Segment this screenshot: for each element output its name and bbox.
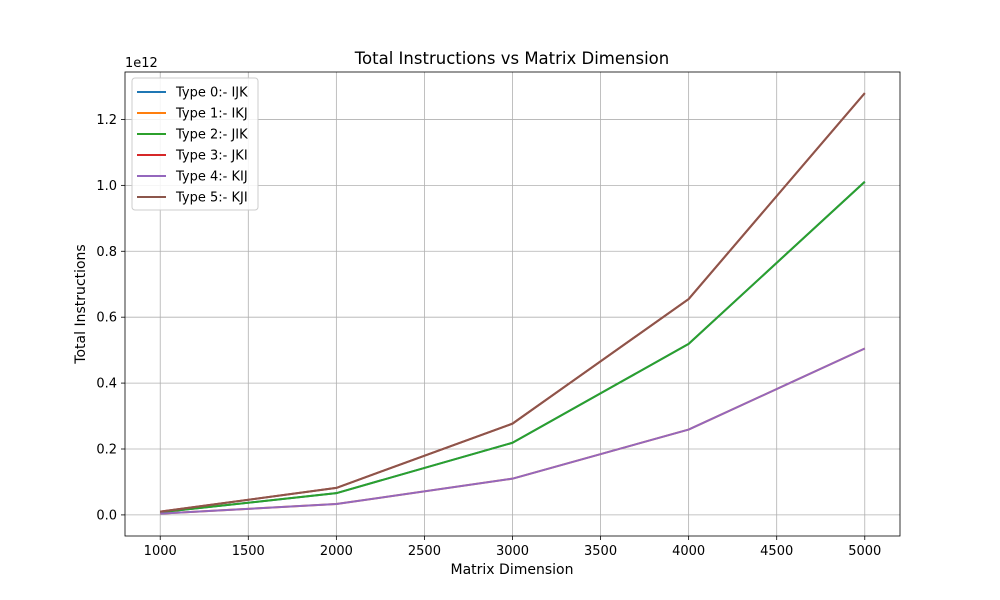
y-tick-label: 0.6: [96, 311, 117, 326]
legend-label: Type 3:- JKI: [175, 149, 248, 164]
series-lines: [160, 92, 866, 515]
x-tick-label: 4500: [760, 544, 793, 559]
chart-title: Total Instructions vs Matrix Dimension: [354, 49, 669, 68]
x-tick-label: 3500: [584, 544, 617, 559]
legend: Type 0:- IJK Type 1:- IKJ Type 2:- JIK Type…: [131, 77, 259, 211]
x-tick-label: 1000: [144, 544, 177, 559]
y-axis-label: Total Instructions: [73, 244, 89, 364]
legend-label: Type 2:- JIK: [175, 128, 248, 143]
y-tick-label: 0.2: [96, 443, 117, 458]
x-tick-label: 1500: [232, 544, 265, 559]
series-line: [160, 181, 866, 514]
x-tick-label: 2500: [408, 544, 441, 559]
y-axis-ticks: 0.0 0.2 0.4 0.6 0.8 1.0 1.2: [96, 113, 125, 523]
x-tick-label: 5000: [848, 544, 881, 559]
y-tick-label: 1.2: [96, 113, 117, 128]
legend-label: Type 0:- IJK: [175, 86, 248, 101]
legend-label: Type 1:- IKJ: [175, 107, 248, 122]
y-axis-scale-label: 1e12: [125, 56, 158, 71]
y-tick-label: 1.0: [96, 179, 117, 194]
y-tick-label: 0.0: [96, 508, 117, 523]
x-tick-label: 3000: [496, 544, 529, 559]
x-axis-label: Matrix Dimension: [451, 562, 574, 578]
x-tick-label: 4000: [672, 544, 705, 559]
series-line: [160, 92, 866, 513]
x-axis-ticks: 1000 1500 2000 2500 3000 3500 4000 4500 5000: [144, 536, 881, 559]
legend-label: Type 5:- KJI: [175, 191, 248, 206]
y-tick-label: 0.8: [96, 245, 117, 260]
series-line: [160, 347, 866, 515]
grid: [125, 72, 900, 536]
legend-label: Type 4:- KIJ: [175, 170, 248, 185]
x-tick-label: 2000: [320, 544, 353, 559]
y-tick-label: 0.4: [96, 377, 117, 392]
